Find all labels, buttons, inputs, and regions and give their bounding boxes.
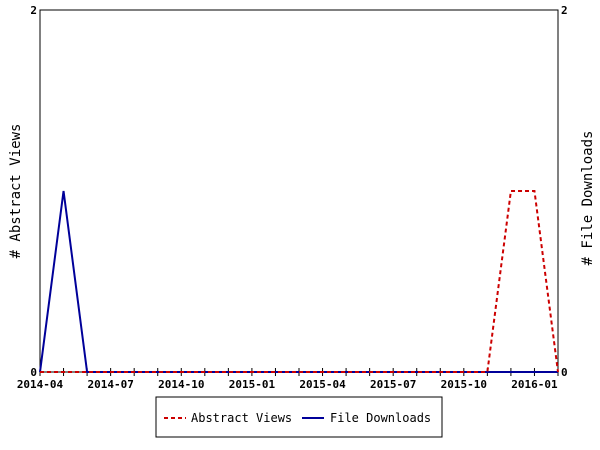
- x-tick-label-2015-01: 2015-01: [229, 378, 276, 391]
- x-tick-label-2016-01: 2016-01: [511, 378, 558, 391]
- plot-frame: [39, 9, 559, 373]
- legend-box: [155, 396, 443, 438]
- series-line-abstract-views: [40, 190, 559, 373]
- y-tick-label-right-0: 0: [561, 366, 568, 379]
- y-tick-label-right-2: 2: [561, 4, 568, 17]
- y-tick-label-left-0: 0: [30, 366, 37, 379]
- x-tick-label-2014-07: 2014-07: [87, 378, 133, 391]
- series-layer: [39, 190, 559, 373]
- x-tick-label-2014-10: 2014-10: [158, 378, 204, 391]
- legend: Abstract Views File Downloads: [155, 396, 443, 438]
- y-axis-ticks: 0 2 0 2: [30, 4, 567, 379]
- x-tick-label-2014-04: 2014-04: [17, 378, 64, 391]
- legend-label-file-downloads: File Downloads: [330, 411, 431, 425]
- y-axis-title-right: # File Downloads: [580, 131, 596, 266]
- y-axis-title-left: # Abstract Views: [8, 124, 24, 259]
- y-tick-label-left-2: 2: [30, 4, 37, 17]
- legend-label-abstract-views: Abstract Views: [191, 411, 292, 425]
- x-tick-label-2015-04: 2015-04: [299, 378, 346, 391]
- x-tick-label-2015-07: 2015-07: [370, 378, 416, 391]
- x-tick-label-2015-10: 2015-10: [441, 378, 487, 391]
